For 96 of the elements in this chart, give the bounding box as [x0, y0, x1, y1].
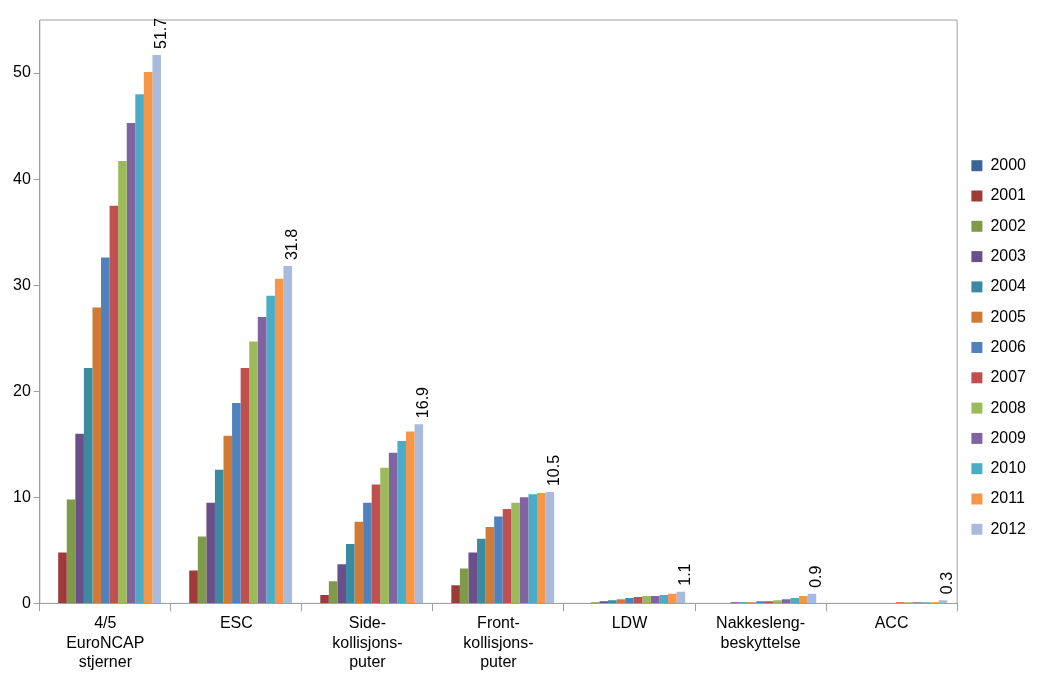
bar — [266, 295, 275, 603]
bar — [781, 599, 791, 603]
x-tick-label: LDW — [611, 614, 649, 632]
y-tick-label: 50 — [13, 63, 31, 81]
x-tick-label: 4/5 EuroNCAP stjerner — [66, 614, 145, 670]
bar — [371, 484, 381, 603]
data-label: 10.5 — [545, 454, 563, 487]
bar — [354, 521, 364, 603]
legend-label: 2008 — [990, 398, 1027, 416]
bar — [143, 71, 153, 603]
legend-label: 2001 — [990, 186, 1027, 204]
data-label: 31.8 — [283, 228, 301, 261]
bar — [118, 161, 127, 603]
bar — [494, 516, 503, 603]
legend-label: 2000 — [990, 156, 1027, 174]
bar — [477, 538, 486, 603]
bar — [773, 600, 782, 603]
bar — [189, 570, 198, 603]
bar — [616, 599, 626, 603]
x-tick-label: Front- kollisjons- puter — [463, 614, 534, 670]
bar — [397, 441, 406, 603]
bar — [537, 493, 546, 603]
bar — [799, 595, 808, 603]
bar — [405, 431, 415, 603]
legend-label: 2009 — [990, 428, 1027, 446]
bar — [126, 122, 136, 603]
bar — [197, 536, 207, 603]
bar — [414, 424, 424, 603]
x-tick-label: ESC — [219, 614, 253, 632]
bar — [659, 594, 669, 603]
bar — [345, 544, 355, 603]
bar — [468, 552, 478, 603]
bar — [502, 509, 512, 603]
x-tick-label: ACC — [874, 614, 909, 632]
bar — [459, 568, 469, 603]
bar — [328, 581, 338, 603]
legend-label: 2010 — [990, 459, 1027, 477]
legend-label: 2003 — [990, 247, 1027, 265]
bar — [152, 55, 162, 603]
bar — [66, 499, 76, 603]
y-tick-label: 20 — [13, 381, 31, 399]
data-label: 16.9 — [414, 386, 432, 419]
bar — [625, 598, 634, 603]
legend-label: 2006 — [990, 337, 1027, 355]
y-tick-label: 30 — [13, 275, 31, 293]
x-tick-label: Nakkesleng- beskyttelse — [716, 614, 806, 651]
data-label: 1.1 — [676, 563, 694, 586]
bar — [283, 266, 293, 603]
bar — [363, 502, 372, 603]
data-label: 51.7 — [152, 17, 170, 49]
bar — [790, 598, 800, 603]
bar — [206, 502, 215, 603]
bar — [274, 278, 284, 603]
legend-label: 2011 — [990, 489, 1025, 507]
legend-label: 2004 — [990, 277, 1027, 295]
legend-label: 2005 — [990, 307, 1027, 325]
bar — [451, 585, 460, 603]
y-tick-label: 40 — [13, 169, 31, 187]
bar — [388, 452, 398, 603]
legend-label: 2012 — [990, 519, 1027, 537]
bar — [938, 600, 948, 603]
bar — [528, 494, 538, 603]
legend-label: 2002 — [990, 216, 1027, 234]
bar — [83, 367, 93, 603]
bar — [58, 552, 67, 603]
bar — [337, 564, 346, 603]
y-tick-label: 0 — [21, 593, 31, 611]
bar — [135, 94, 144, 603]
bar — [608, 600, 617, 603]
bar — [75, 433, 84, 603]
bar — [223, 435, 233, 603]
bar — [214, 469, 224, 603]
data-label: 0.3 — [938, 571, 956, 595]
data-label: 0.9 — [807, 565, 825, 588]
bar — [101, 257, 110, 603]
bar — [249, 341, 258, 603]
bar — [109, 205, 119, 603]
x-tick-label: Side- kollisjons- puter — [332, 614, 403, 670]
legend-label: 2007 — [990, 368, 1027, 386]
bar — [485, 527, 495, 603]
bar — [545, 492, 555, 603]
bar — [380, 467, 389, 603]
bar — [519, 497, 529, 603]
bar — [232, 402, 241, 603]
bar — [642, 595, 651, 603]
bar — [650, 595, 660, 603]
bar — [92, 307, 102, 603]
y-tick-label: 10 — [13, 487, 31, 505]
bar — [633, 597, 643, 603]
bar — [807, 593, 817, 603]
bar — [668, 593, 677, 603]
bar — [240, 367, 250, 603]
bar — [320, 594, 329, 603]
bar — [511, 502, 520, 603]
bar — [257, 317, 267, 603]
bar — [676, 591, 686, 603]
